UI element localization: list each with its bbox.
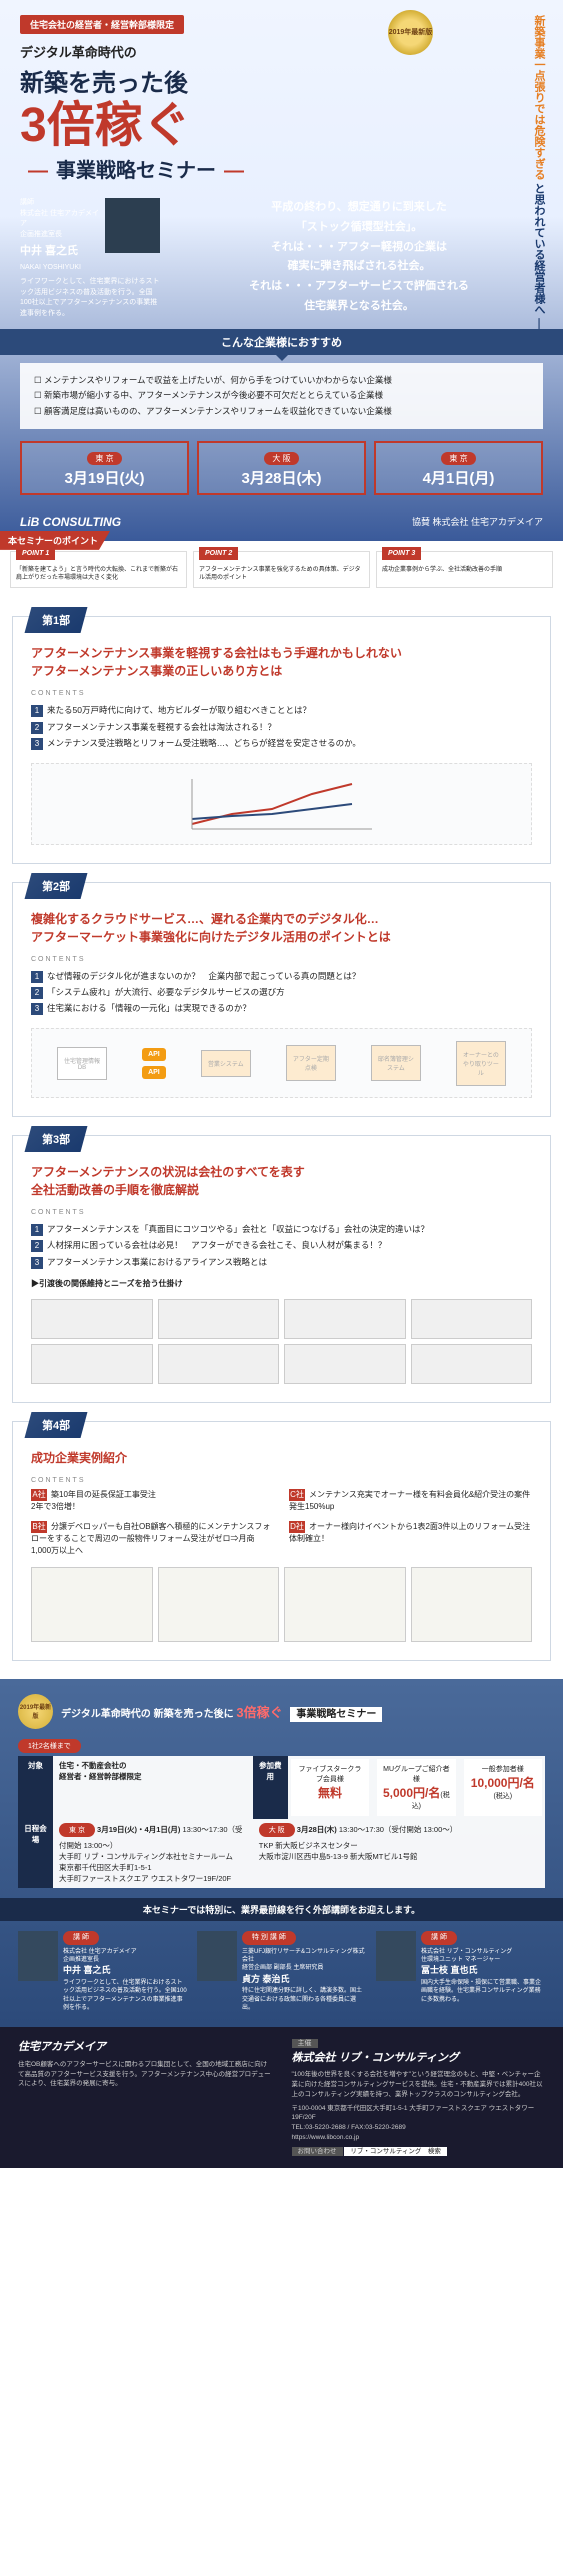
check-item: 新築市場が縮小する中、アフターメンテナンスが今後必要不可欠だととらえている企業様 (34, 388, 529, 403)
section-title: アフターメンテナンスの状況は会社のすべてを表す 全社活動改善の手順を徹底解説 (31, 1163, 532, 1199)
lecturer-card: 講 師株式会社 リブ・コンサルティング 住環境ユニット マネージャー冨士枝 直也… (376, 1931, 545, 2013)
intro-block: 講師 株式会社 住宅アカデメイア 企画推進室長 中井 喜之氏 NAKAI YOS… (20, 198, 543, 319)
point-card: POINT 3成功企業事例から学ぶ、全社活動改善の手順 (376, 551, 553, 589)
case-grid: A社築10年目の延長保証工事受注 2年で3倍増！ C社メンテナンス充実でオーナー… (31, 1489, 532, 1557)
footer-title-row: 2019年最新版 デジタル革命時代の 新築を売った後に 3倍稼ぐ 事業戦略セミナ… (18, 1694, 545, 1729)
section-badge: 第1部 (25, 607, 88, 633)
info-table: 対象 住宅・不動産会社の 経営者・経営幹部様限定 参加費用 ファイブスタークラブ… (18, 1756, 545, 1888)
edition-badge: 2019年最新版 (388, 10, 433, 55)
content-list: 1アフターメンテナンスを「真面目にコツコツやる」会社と「収益につなげる」会社の決… (31, 1221, 532, 1269)
section-title: 複雑化するクラウドサービス…、遅れる企業内でのデジタル化… アフターマーケット事… (31, 910, 532, 946)
checklist: メンテナンスやリフォームで収益を上げたいが、何から手をつけていいかわからない企業… (20, 363, 543, 429)
sponsor-logo: 住宅アカデメイア (18, 2039, 272, 2056)
doc-thumb (31, 1567, 153, 1642)
point-card: POINT 2アフターメンテナンス事業を強化するための具体策、デジタル活用のポイ… (193, 551, 370, 589)
footer-title: デジタル革命時代の 新築を売った後に 3倍稼ぐ 事業戦略セミナー (61, 1702, 382, 1721)
doc-thumb (158, 1567, 280, 1642)
price-box: ファイブスタークラブ会員様無料 (291, 1759, 369, 1816)
contents-label: CONTENTS (31, 1209, 532, 1216)
intro-text: 平成の終わり、想定通りに到来した 「ストック循環型社会」。 それは・・・アフター… (175, 198, 543, 317)
section-1: 第1部 アフターメンテナンス事業を軽視する会社はもう手遅れかもしれない アフター… (12, 616, 551, 863)
subtitle: デジタル革命時代の (20, 42, 543, 61)
lecturer-card: 特 別 講 師三菱UFJ銀行リサーチ&コンサルティング株式会社 経営企画部 副部… (197, 1931, 366, 2013)
limit-pill: 1社2名様まで (18, 1739, 81, 1753)
lecturer-photo (18, 1931, 58, 1981)
section-badge: 第3部 (25, 1126, 88, 1152)
price-box: MUグループご紹介者様5,000円/名(税込) (377, 1759, 455, 1816)
date-box: 大 阪3月28日(木) (197, 441, 366, 495)
hero: 住宅会社の経営者・経営幹部様限定 2019年最新版 新築事業一点張りでは危険すぎ… (0, 0, 563, 541)
screenshots-grid (31, 1299, 532, 1384)
chart-diagram (31, 763, 532, 845)
section-title: 成功企業実例紹介 (31, 1449, 532, 1467)
check-item: メンテナンスやリフォームで収益を上げたいが、何から手をつけていいかわからない企業… (34, 373, 529, 388)
content-list: 1なぜ情報のデジタル化が進まないのか？ 企業内部で起こっている真の問題とは？ 2… (31, 968, 532, 1016)
api-badge: API (142, 1066, 166, 1079)
contents-label: CONTENTS (31, 956, 532, 963)
doc-thumb (284, 1567, 406, 1642)
speaker-photo (105, 198, 160, 253)
row-label: 対象 (18, 1756, 53, 1819)
footer-block: 2019年最新版 デジタル革命時代の 新築を売った後に 3倍稼ぐ 事業戦略セミナ… (0, 1679, 563, 2028)
price-box: 一般参加者様10,000円/名(税込) (464, 1759, 542, 1816)
system-box: 営業システム (201, 1050, 251, 1077)
check-item: 顧客満足度は高いものの、アフターメンテナンスやリフォームを収益化できていない企業… (34, 404, 529, 419)
screenshot-thumb (158, 1344, 280, 1384)
lecturer-banner: 本セミナーでは特別に、業界最前線を行く外部講師をお迎えします。 (0, 1898, 563, 1921)
screenshot-thumb (284, 1299, 406, 1339)
system-box: オーナーとのやり取りツール (456, 1041, 506, 1086)
recommend-banner: こんな企業様におすすめ (0, 329, 563, 355)
section-3: 第3部 アフターメンテナンスの状況は会社のすべてを表す 全社活動改善の手順を徹底… (12, 1135, 551, 1402)
section-4: 第4部 成功企業実例紹介 CONTENTS A社築10年目の延長保証工事受注 2… (12, 1421, 551, 1661)
contents-label: CONTENTS (31, 1477, 532, 1484)
section-title: アフターメンテナンス事業を軽視する会社はもう手遅れかもしれない アフターメンテナ… (31, 644, 532, 680)
lecturer-photo (376, 1931, 416, 1981)
audience-badge: 住宅会社の経営者・経営幹部様限定 (20, 15, 184, 34)
row-label: 参加費用 (253, 1756, 288, 1819)
lecturer-photo (197, 1931, 237, 1981)
doc-thumbs (31, 1567, 532, 1642)
lecturer-card: 講 師株式会社 住宅アカデメイア 企画推進室長中井 喜之氏ライフワークとして、住… (18, 1931, 187, 2013)
lecturers-row: 講 師株式会社 住宅アカデメイア 企画推進室長中井 喜之氏ライフワークとして、住… (18, 1931, 545, 2013)
line-chart-icon (182, 774, 382, 834)
screenshot-thumb (31, 1299, 153, 1339)
date-box: 東 京4月1日(月) (374, 441, 543, 495)
seminar-line: 事業戦略セミナー (20, 154, 543, 183)
screenshot-thumb (31, 1344, 153, 1384)
date-box: 東 京3月19日(火) (20, 441, 189, 495)
sponsor-logo: LiB CONSULTING (20, 515, 121, 529)
section-badge: 第4部 (25, 1412, 88, 1438)
screenshot-thumb (411, 1299, 533, 1339)
api-badge: API (142, 1048, 166, 1061)
subsection-title: ▶引渡後の関係維持とニーズを拾う仕掛け (31, 1278, 532, 1289)
section-badge: 第2部 (25, 873, 88, 899)
speaker-card: 講師 株式会社 住宅アカデメイア 企画推進室長 中井 喜之氏 NAKAI YOS… (20, 198, 160, 319)
contents-label: CONTENTS (31, 690, 532, 697)
doc-thumb (411, 1567, 533, 1642)
content-list: 1来たる50万戸時代に向けて、地方ビルダーが取り組むべきこととは？ 2アフターメ… (31, 702, 532, 750)
screenshot-thumb (411, 1344, 533, 1384)
section-2: 第2部 複雑化するクラウドサービス…、遅れる企業内でのデジタル化… アフターマー… (12, 882, 551, 1117)
screenshot-thumb (158, 1299, 280, 1339)
bottom-sponsors: 住宅アカデメイア 住宅OB顧客へのアフターサービスに関わるプロ集団として、全国の… (0, 2027, 563, 2168)
points-row: 本セミナーのポイント POINT 1「新築を建てよう」と言う時代の大転換、これま… (0, 541, 563, 599)
api-diagram: 住宅管理情報DB API API 営業システム アフター定期点検 邸名簿管理システ… (31, 1028, 532, 1098)
screenshot-thumb (284, 1344, 406, 1384)
vertical-tagline: 新築事業一点張りでは危険すぎる と思われている経営者様へ ― (528, 15, 548, 329)
point-card: POINT 1「新築を建てよう」と言う時代の大転換、これまで新築が右肩上がりだっ… (10, 551, 187, 589)
sponsor-logo: 株式会社 リブ・コンサルティング (292, 2050, 546, 2067)
sponsor-col: 主催 株式会社 リブ・コンサルティング "100年後の世界を良くする会社を増やす… (292, 2039, 546, 2156)
system-box: 住宅管理情報DB (57, 1047, 107, 1080)
system-box: 邸名簿管理システム (371, 1045, 421, 1081)
dates-row: 東 京3月19日(火) 大 阪3月28日(木) 東 京4月1日(月) (20, 441, 543, 495)
system-box: アフター定期点検 (286, 1045, 336, 1081)
main-title: 新築を売った後 3倍稼ぐ (20, 63, 543, 150)
edition-badge-small: 2019年最新版 (18, 1694, 53, 1729)
row-label: 日程会場 (18, 1819, 53, 1888)
sponsor-col: 住宅アカデメイア 住宅OB顧客へのアフターサービスに関わるプロ集団として、全国の… (18, 2039, 272, 2156)
